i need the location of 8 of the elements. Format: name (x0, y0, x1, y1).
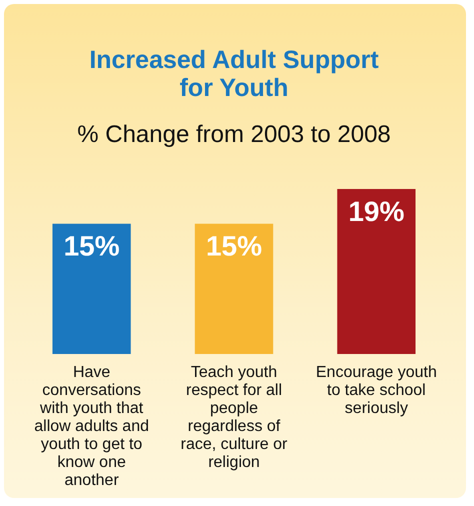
chart-title: Increased Adult Support for Youth (89, 46, 380, 102)
x-tick-label: Have conversations with youth that allow adults and youth to get to know one another (34, 364, 149, 489)
chart-subtitle: % Change from 2003 to 2008 (77, 121, 391, 148)
data-label: 19% (348, 196, 404, 227)
x-tick-label: Encourage youth to take school seriously (316, 364, 437, 417)
x-tick-label: Teach youth respect for all people regardless of race, culture or religion (180, 364, 288, 471)
data-label: 15% (64, 230, 120, 262)
data-label: 15% (206, 230, 262, 262)
